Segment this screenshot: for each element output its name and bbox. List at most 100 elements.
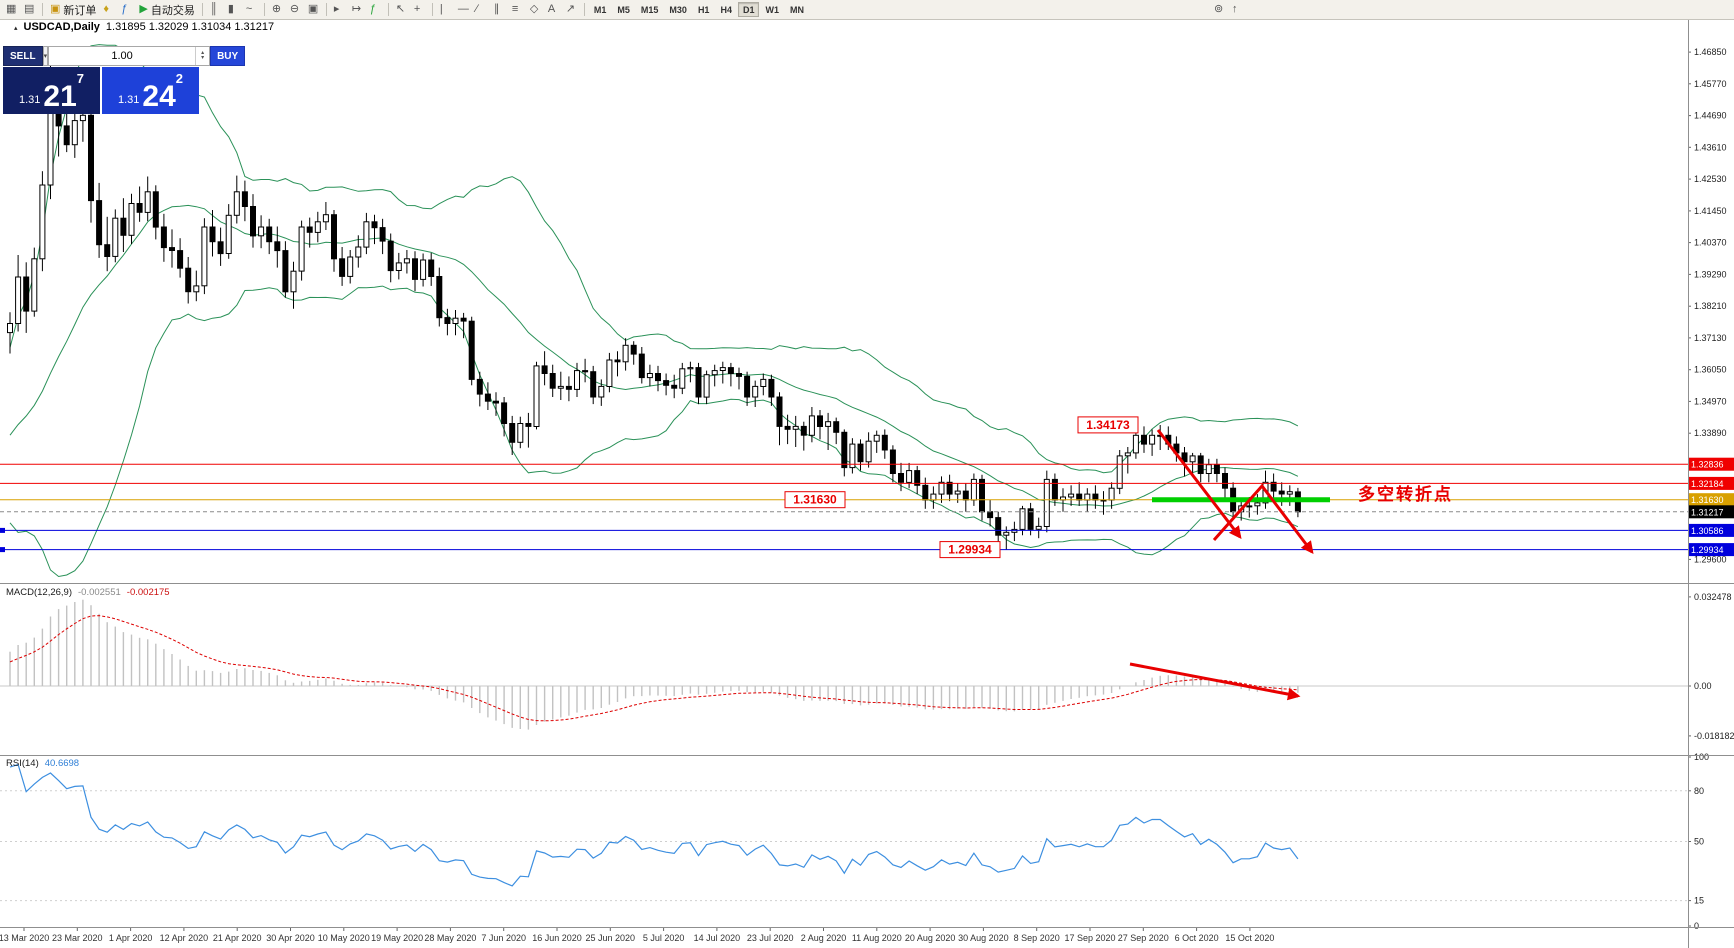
auto-scroll-icon[interactable]: ▸ [331,1,348,18]
zoom-in-icon[interactable]: ⊕ [269,1,286,18]
volume-input[interactable] [49,47,196,65]
macd-value-main: -0.002551 [78,587,121,598]
zoom-in-icon: ⊕ [271,3,282,15]
pointer-icon[interactable]: ↑ [1229,1,1246,18]
equidistant-channel-icon[interactable]: ∥ [491,1,508,18]
price-axis[interactable]: 1.32836 1.32184 1.31630 1.30586 1.29934 1.312… [1688,47,1734,931]
text-label-icon[interactable]: A [545,1,562,18]
rsi-panel [0,763,1688,902]
mid-price-label[interactable]: 1.31630 [784,491,846,509]
order-type-dropdown[interactable]: ▾ [42,46,49,66]
spinner-up-icon[interactable]: ▴ [201,50,205,56]
svg-text:23 Jul 2020: 23 Jul 2020 [747,933,794,943]
cursor-icon[interactable]: ↖ [393,1,410,18]
fibonacci-icon: ≡ [511,3,519,15]
line-chart-icon: ~ [245,3,253,15]
macd-label: MACD(12,26,9) -0.002551 -0.002175 [6,587,170,598]
new-chart-icon[interactable]: ▦ [3,1,20,18]
search-icon[interactable]: ⊚ [1211,1,1228,18]
indicators-icon[interactable]: ƒ [367,1,384,18]
svg-text:14 Jul 2020: 14 Jul 2020 [694,933,741,943]
timeframe-h1[interactable]: H1 [693,2,715,17]
trendline-icon: ∕ [475,3,478,15]
vertical-line-icon[interactable]: | [437,1,454,18]
svg-text:0.032478: 0.032478 [1694,592,1732,602]
pointer-icon: ↑ [1231,3,1238,15]
toolbar-separator [42,3,43,16]
shapes-icon: ◇ [529,3,539,15]
timeframe-mn[interactable]: MN [785,2,809,17]
time-axis[interactable]: 13 Mar 2020 23 Mar 2020 1 Apr 2020 12 Apr 2… [0,928,1274,943]
bar-chart-icon[interactable]: ║ [207,1,224,18]
auto-scroll-icon: ▸ [333,3,340,15]
svg-text:1.38210: 1.38210 [1694,301,1727,311]
crosshair-icon[interactable]: + [411,1,428,18]
sell-price-panel[interactable]: 1.31 21 7 [3,67,100,114]
autotrading-button-label: 自动交易 [150,4,195,17]
svg-text:1.29934: 1.29934 [948,543,992,557]
buy-price-big: 24 [142,80,176,113]
svg-text:10 May 2020: 10 May 2020 [318,933,370,943]
metaeditor-icon[interactable]: ♦ [100,1,117,18]
timeframe-m30[interactable]: M30 [664,2,692,17]
buy-price-small: 1.31 [117,94,140,106]
trendline-icon[interactable]: ∕ [473,1,490,18]
svg-text:5 Jul 2020: 5 Jul 2020 [643,933,685,943]
timeframe-m15[interactable]: M15 [636,2,664,17]
profiles-icon[interactable]: ▤ [21,1,38,18]
svg-text:1.34173: 1.34173 [1086,418,1130,432]
svg-text:30 Aug 2020: 30 Aug 2020 [958,933,1009,943]
arrows-tool-icon[interactable]: ↗ [563,1,580,18]
rsi-line [9,763,1299,887]
svg-text:27 Sep 2020: 27 Sep 2020 [1118,933,1169,943]
timeframe-d1[interactable]: D1 [737,2,760,17]
svg-text:100: 100 [1694,752,1709,762]
horizontal-line-icon[interactable]: — [455,1,472,18]
macd-trend-arrow[interactable] [1129,662,1301,701]
sell-price-sup: 7 [76,71,85,86]
bb-upper-band [9,44,1299,474]
sell-button[interactable]: SELL [3,46,43,66]
shapes-icon[interactable]: ◇ [527,1,544,18]
buy-button[interactable]: BUY [210,46,246,66]
svg-text:1.37130: 1.37130 [1694,333,1727,343]
svg-text:1.43610: 1.43610 [1694,142,1727,152]
expert-advisors-icon[interactable]: ƒ [118,1,135,18]
line-chart-icon[interactable]: ~ [243,1,260,18]
buy-price-panel[interactable]: 1.31 24 2 [102,67,199,114]
one-click-trading-widget: SELL ▾ ▴ ▾ BUY 1.31 21 7 1.31 24 2 [3,46,246,114]
candlestick-chart-icon[interactable]: ▮ [225,1,242,18]
trend-arrow-zigzag[interactable] [1212,483,1314,555]
tile-windows-icon[interactable]: ▣ [305,1,322,18]
svg-text:1.29600: 1.29600 [1694,554,1727,564]
timeframe-h4[interactable]: H4 [715,2,737,17]
svg-text:80: 80 [1694,786,1704,796]
svg-text:28 May 2020: 28 May 2020 [424,933,476,943]
spinner-down-icon[interactable]: ▾ [201,55,205,61]
timeframe-m1[interactable]: M1 [589,2,612,17]
svg-text:19 May 2020: 19 May 2020 [371,933,423,943]
new-order-icon: ▣ [50,3,61,15]
trend-arrow-down[interactable] [1156,429,1242,540]
chevron-down-icon: ▾ [43,53,48,60]
svg-text:0.00: 0.00 [1694,681,1712,691]
autotrading-button[interactable]: ▶ 自动交易 [136,1,197,18]
volume-spinner[interactable]: ▴ ▾ [195,47,209,65]
one-click-collapse-icon[interactable]: ▴ [14,25,18,32]
line-anchor-handle[interactable] [0,547,5,553]
chart-shift-icon[interactable]: ↦ [349,1,366,18]
fibonacci-icon[interactable]: ≡ [509,1,526,18]
timeframe-m5[interactable]: M5 [612,2,635,17]
line-anchor-handle[interactable] [0,527,5,533]
low-price-label[interactable]: 1.29934 [939,541,1001,559]
arrows-tool-icon: ↗ [565,3,576,15]
new-order-button[interactable]: ▣ 新订单 [47,1,99,18]
timeframe-w1[interactable]: W1 [760,2,784,17]
svg-text:16 Jun 2020: 16 Jun 2020 [532,933,582,943]
high-price-label[interactable]: 1.34173 [1077,416,1139,434]
chart-annotations[interactable]: 1.31630 1.29934 1.34173 多空转折点 [784,416,1453,559]
search-icon: ⊚ [1213,3,1224,15]
zoom-out-icon[interactable]: ⊖ [287,1,304,18]
